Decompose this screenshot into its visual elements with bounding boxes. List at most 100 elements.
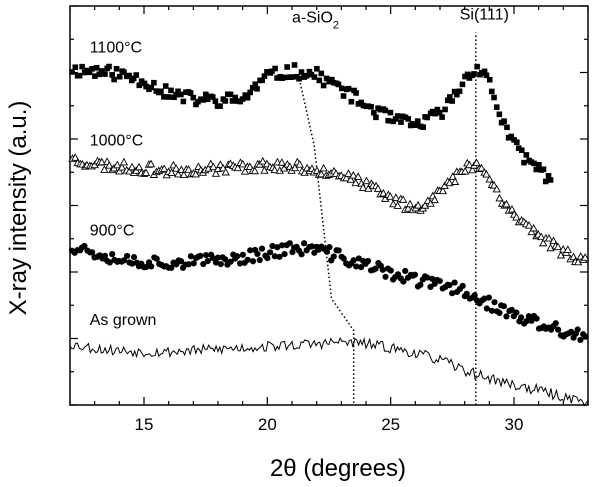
data-point [233,163,242,172]
data-point [221,167,230,176]
data-point [364,257,372,265]
data-point [105,161,114,169]
data-point [474,63,480,70]
data-point [184,165,193,173]
data-point [424,114,431,121]
data-point [102,71,108,77]
data-point [178,91,184,98]
data-point [254,86,260,92]
data-point [111,76,117,83]
data-point [545,173,552,179]
data-point [547,177,554,183]
data-point [298,251,305,258]
data-point [115,166,124,175]
data-point [492,184,501,193]
data-point [264,69,270,75]
data-point [464,71,471,78]
data-point [234,253,241,260]
data-point [465,160,474,169]
data-point [559,245,568,253]
plot-frame [69,5,589,406]
data-point [167,168,176,176]
data-point [202,251,210,259]
data-point [317,169,326,178]
data-point [409,120,416,127]
data-point [449,98,455,104]
data-point [258,245,266,252]
data-point [389,199,398,208]
data-point [488,88,495,95]
data-point [501,118,507,124]
as-grown-trace [69,336,589,407]
data-point [148,263,155,270]
data-point [323,248,331,255]
data-point [101,252,109,259]
data-point [400,278,407,285]
data-point [134,162,144,171]
data-point [109,72,116,78]
data-point [496,111,503,118]
data-point [405,116,412,122]
data-point [523,152,530,158]
data-point [495,193,504,202]
data-point [413,200,423,209]
data-point [483,305,490,312]
data-point [456,88,463,95]
annotation-label: 1000°C [90,133,144,150]
data-point [382,273,389,280]
data-point [227,91,234,98]
x-tick-label: 15 [135,415,154,434]
data-point [204,257,211,265]
data-point [291,62,298,68]
data-point [217,260,224,268]
data-point [204,96,211,102]
data-point [244,256,251,263]
data-point [124,252,131,260]
data-point [161,94,167,100]
data-point [130,75,137,82]
data-point [158,88,164,95]
annotation-label: a-SiO2 [292,10,339,32]
data-point [449,290,456,297]
data-point [133,72,140,78]
data-point [106,63,112,70]
data-point [311,249,318,256]
data-point [527,227,536,236]
data-point [444,97,451,104]
data-point [354,172,363,180]
data-point [405,199,415,208]
data-point [446,94,453,100]
data-point [113,65,120,72]
data-point [471,71,477,77]
data-point [71,153,80,161]
data-point [284,64,290,70]
y-axis-title: X-ray intensity (a.u.) [5,101,32,316]
data-point [539,238,548,247]
data-point [190,260,197,267]
data-point [79,63,85,70]
data-point [417,281,424,288]
data-point [308,243,316,250]
data-point [281,74,288,81]
data-point [259,77,266,84]
data-point [300,240,308,247]
data-point [481,68,488,75]
data-point [353,90,359,96]
data-point [555,326,562,333]
data-point [387,267,394,274]
data-point [69,69,75,75]
data-point [507,204,517,213]
data-point [224,91,231,98]
annotation-label: 1100°C [90,40,142,57]
data-point [264,255,271,262]
data-point [424,274,431,281]
data-point [143,263,150,271]
data-point [227,258,234,265]
data-point [113,160,122,169]
data-point [442,106,448,113]
data-point [365,103,372,109]
data-point [439,114,445,120]
data-point [274,244,281,251]
data-point [403,204,413,212]
